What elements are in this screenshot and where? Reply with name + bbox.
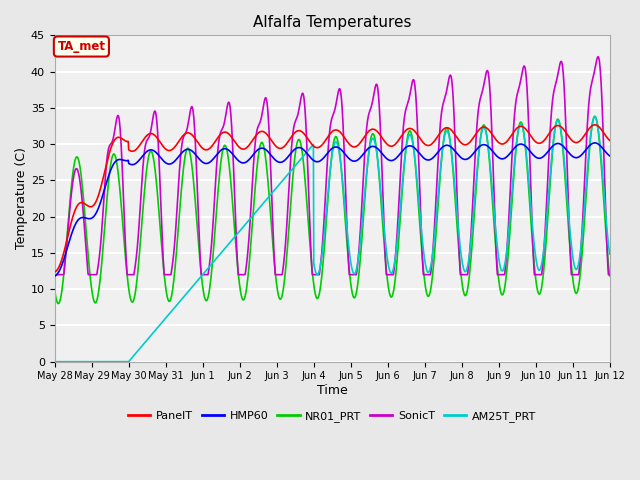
Y-axis label: Temperature (C): Temperature (C): [15, 147, 28, 250]
Title: Alfalfa Temperatures: Alfalfa Temperatures: [253, 15, 412, 30]
X-axis label: Time: Time: [317, 384, 348, 397]
Text: TA_met: TA_met: [58, 40, 106, 53]
Legend: PanelT, HMP60, NR01_PRT, SonicT, AM25T_PRT: PanelT, HMP60, NR01_PRT, SonicT, AM25T_P…: [124, 407, 540, 426]
